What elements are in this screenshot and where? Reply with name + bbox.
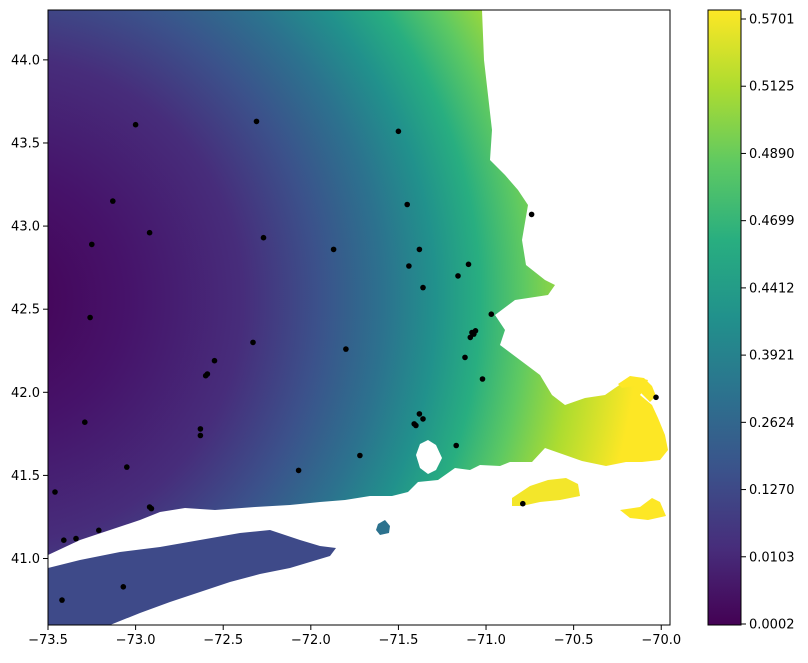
station-point — [395, 128, 402, 135]
station-point — [295, 467, 302, 474]
station-point — [416, 246, 423, 253]
station-point — [406, 263, 412, 269]
station-point — [148, 505, 155, 512]
y-tick-label: 41.5 — [11, 469, 40, 484]
station-point — [89, 241, 95, 248]
station-points — [52, 118, 659, 603]
x-tick-label: −71.0 — [466, 633, 506, 648]
y-tick-label: 42.5 — [11, 303, 40, 318]
x-axis: −73.5 −73.0 −72.5 −72.0 −71.5 −71.0 −70.5 −70.0 — [28, 625, 681, 648]
colorbar-tick-label: 0.1270 — [749, 483, 795, 498]
y-tick-label: 41.0 — [11, 552, 40, 567]
station-point — [132, 121, 139, 128]
station-point — [260, 234, 267, 241]
nantucket-region — [620, 498, 666, 520]
station-point — [146, 229, 153, 236]
y-tick-label: 43.5 — [11, 136, 40, 151]
colorbar-tick-label: 0.0103 — [749, 550, 795, 565]
land-area — [48, 10, 668, 625]
marthas-vineyard-region — [512, 478, 580, 506]
station-point — [416, 411, 423, 417]
station-point — [453, 442, 460, 449]
station-point — [469, 329, 475, 336]
station-point — [420, 416, 426, 422]
station-point — [465, 261, 472, 268]
station-point — [197, 426, 204, 432]
colorbar-tick-label: 0.3921 — [749, 349, 795, 364]
station-point — [120, 584, 127, 590]
y-tick-label: 43.0 — [11, 220, 40, 235]
station-point — [404, 201, 411, 208]
station-point — [82, 419, 88, 426]
station-point — [73, 535, 79, 542]
station-point — [250, 339, 256, 346]
y-axis: 41.0 41.5 42.0 42.5 43.0 43.5 44.0 — [11, 53, 48, 567]
colorbar-tick-label: 0.4890 — [749, 147, 795, 162]
station-point — [420, 284, 426, 291]
station-point — [330, 246, 337, 253]
station-point — [488, 311, 495, 318]
x-tick-label: −73.5 — [28, 633, 68, 648]
station-point — [479, 376, 486, 382]
y-tick-label: 44.0 — [11, 53, 40, 68]
station-point — [653, 394, 659, 401]
station-point — [110, 198, 116, 204]
station-point — [211, 357, 218, 364]
station-point — [343, 346, 349, 352]
station-point — [61, 537, 67, 543]
narragansett-bay-water — [416, 440, 442, 474]
station-point — [52, 489, 58, 495]
x-tick-label: −72.5 — [203, 633, 243, 648]
mainland-region — [48, 10, 668, 555]
station-point — [520, 500, 526, 507]
y-tick-label: 42.0 — [11, 386, 40, 401]
station-point — [467, 334, 474, 341]
station-point — [59, 597, 65, 603]
station-point — [455, 273, 461, 279]
colorbar-tick-label: 0.2624 — [749, 416, 795, 431]
long-island-region — [48, 530, 336, 625]
x-tick-label: −70.5 — [554, 633, 594, 648]
plot-frame — [47, 9, 671, 626]
block-island-region — [376, 520, 390, 535]
station-point — [413, 422, 419, 429]
station-point — [197, 432, 204, 439]
cape-cod-hook-region — [618, 376, 656, 402]
colorbar-tick-label: 0.5701 — [749, 13, 795, 28]
station-point — [528, 211, 535, 218]
station-point — [96, 527, 102, 534]
colorbar-tick-label: 0.0002 — [749, 618, 795, 633]
x-tick-label: −71.5 — [379, 633, 419, 648]
station-point — [462, 354, 468, 361]
colorbar-tick-label: 0.4699 — [749, 214, 795, 229]
station-point — [204, 371, 211, 377]
x-tick-label: −72.0 — [291, 633, 331, 648]
colorbar — [707, 9, 742, 626]
colorbar-ticks: 0.0002 0.0103 0.1270 0.2624 0.3921 0.4412 0.46… — [741, 13, 795, 633]
x-tick-label: −73.0 — [116, 633, 156, 648]
station-point — [87, 314, 93, 321]
colorbar-tick-label: 0.4412 — [749, 281, 795, 296]
station-point — [124, 464, 130, 470]
colorbar-tick-label: 0.5125 — [749, 80, 795, 95]
station-point — [253, 118, 260, 125]
x-tick-label: −70.0 — [641, 633, 681, 648]
station-point — [357, 452, 363, 459]
